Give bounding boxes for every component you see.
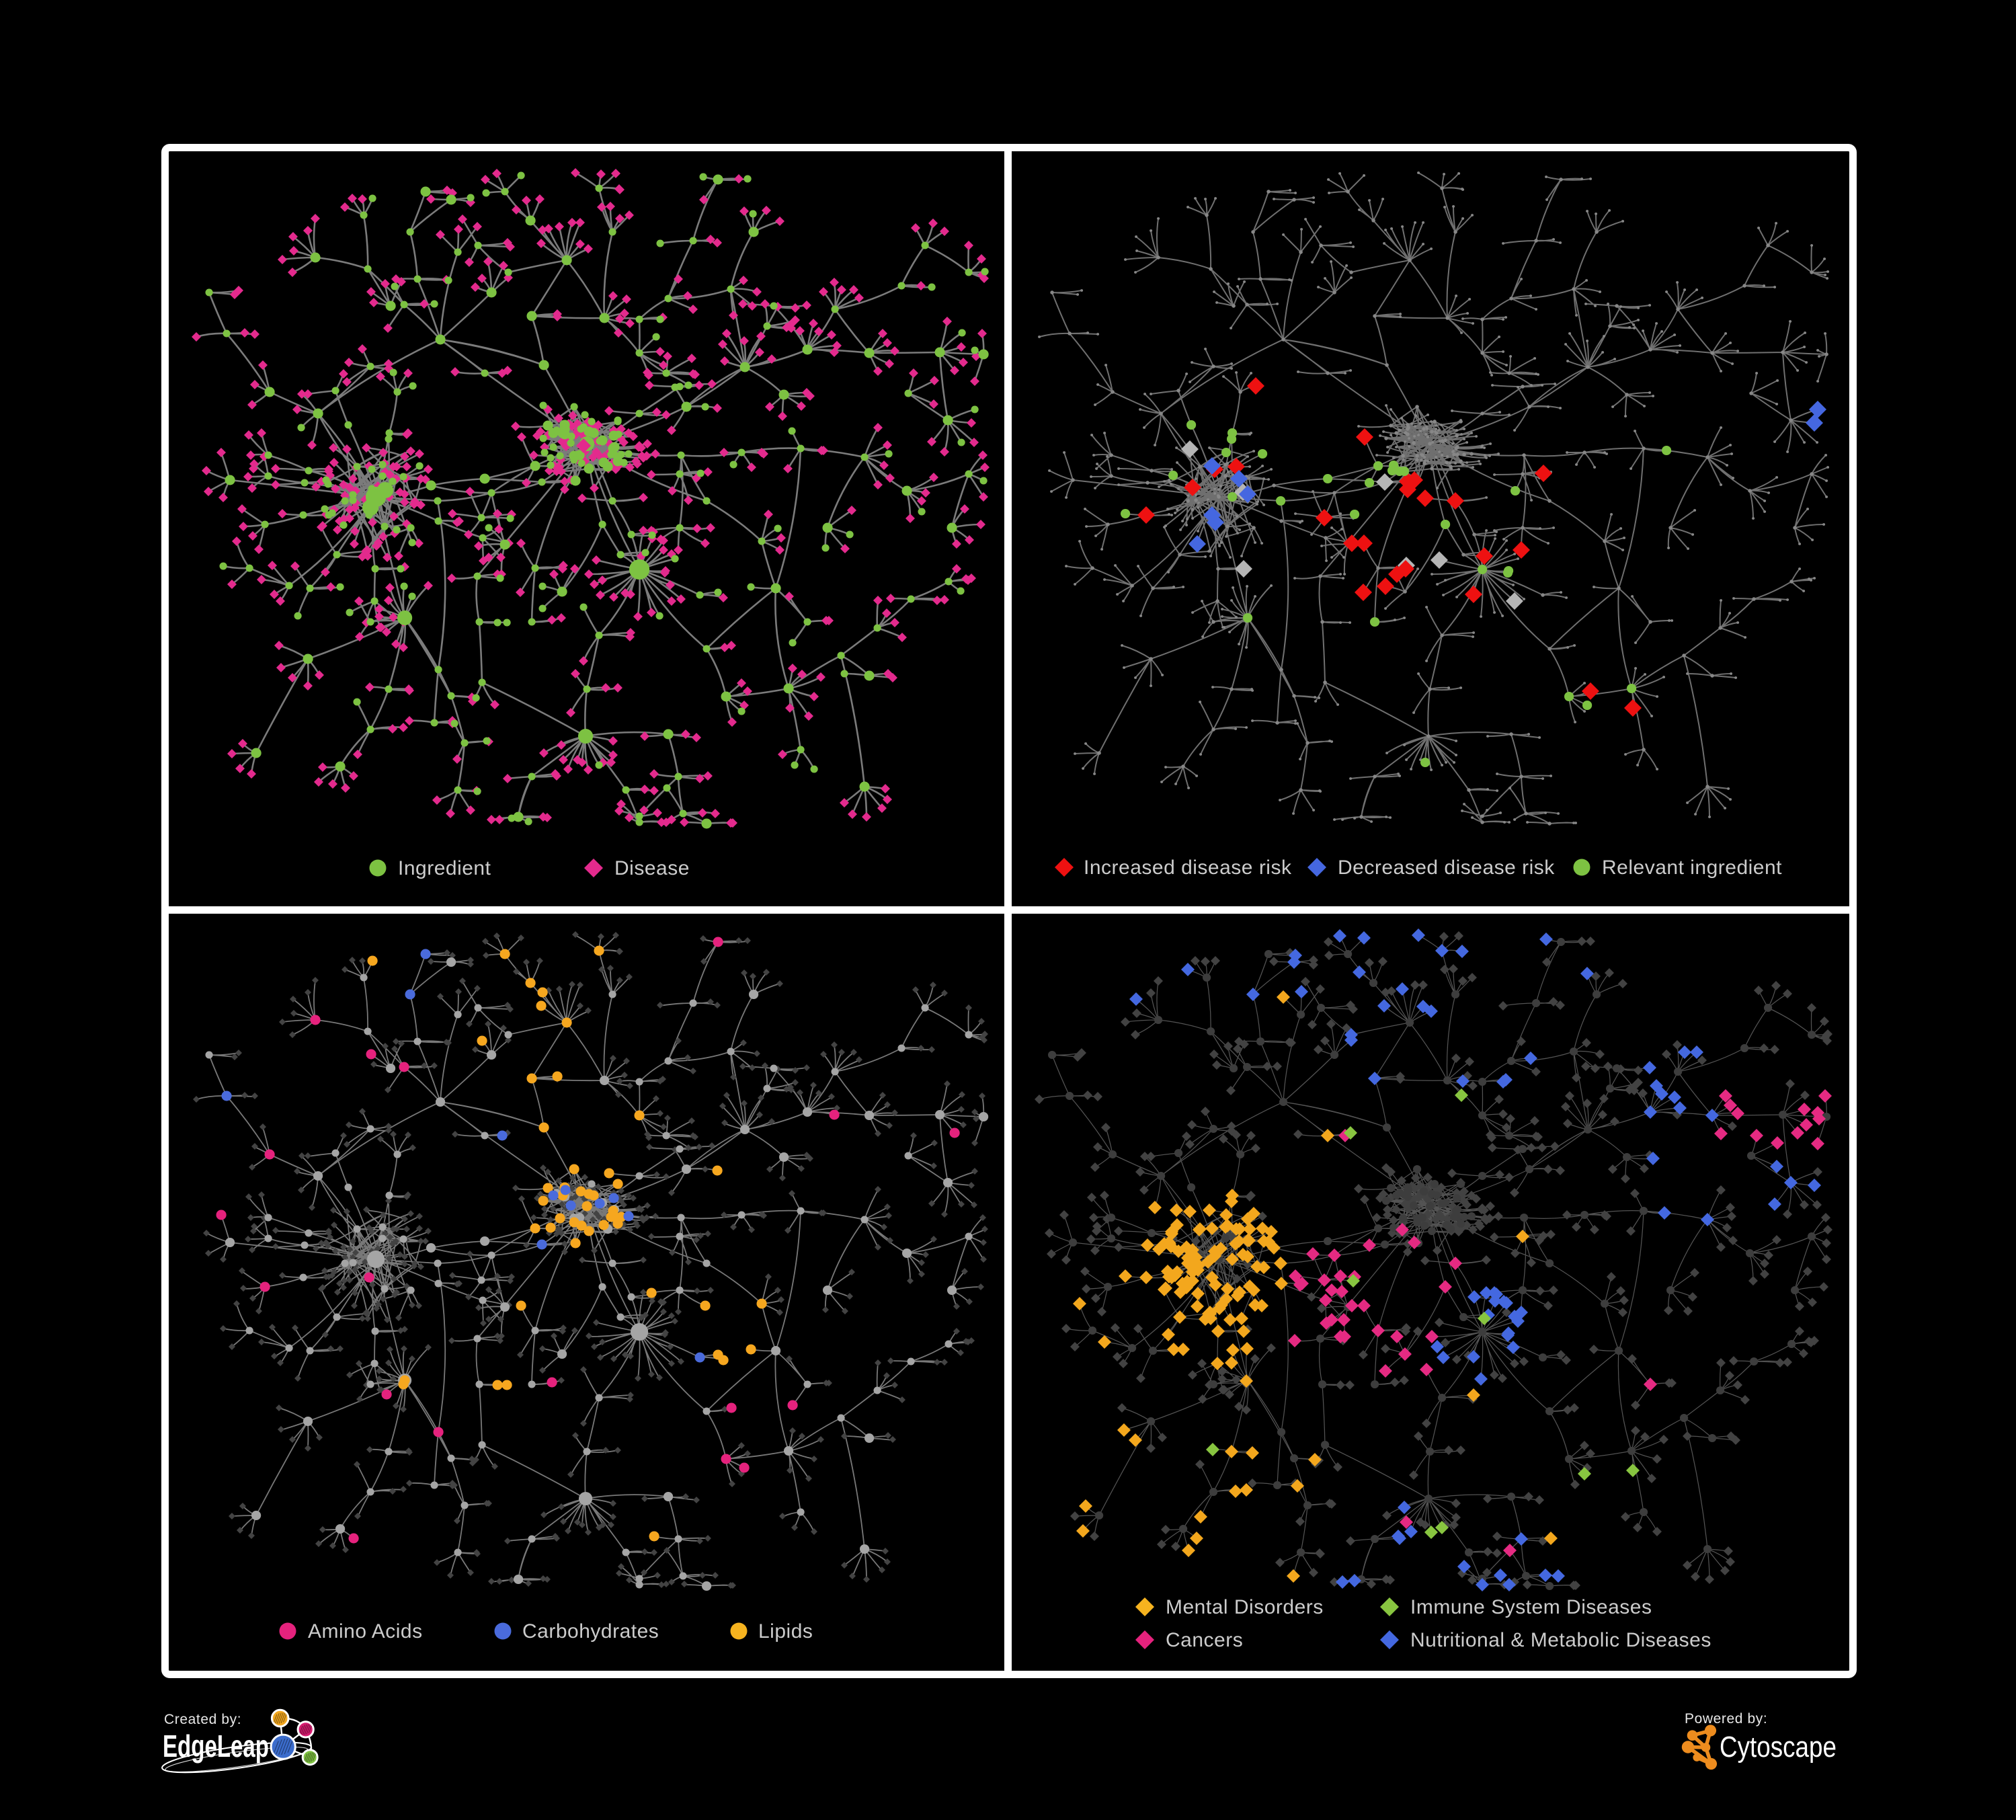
svg-text:Cancers: Cancers: [1166, 1629, 1243, 1651]
svg-text:Ingredient: Ingredient: [398, 857, 491, 879]
svg-text:Lipids: Lipids: [758, 1620, 813, 1643]
svg-text:Cytoscape: Cytoscape: [1720, 1731, 1837, 1764]
svg-text:Disease: Disease: [614, 857, 690, 879]
svg-text:Amino Acids: Amino Acids: [308, 1620, 423, 1643]
svg-text:Mental Disorders: Mental Disorders: [1166, 1596, 1324, 1618]
svg-text:Decreased disease risk: Decreased disease risk: [1338, 857, 1555, 879]
svg-text:Nutritional & Metabolic Diseas: Nutritional & Metabolic Diseases: [1410, 1629, 1711, 1651]
svg-text:EdgeLeap: EdgeLeap: [163, 1729, 269, 1764]
svg-text:Relevant ingredient: Relevant ingredient: [1602, 857, 1782, 879]
svg-text:Increased disease risk: Increased disease risk: [1084, 857, 1292, 879]
svg-text:Powered by:: Powered by:: [1685, 1711, 1767, 1727]
svg-text:Carbohydrates: Carbohydrates: [522, 1620, 659, 1643]
svg-text:Created by:: Created by:: [164, 1712, 241, 1727]
svg-text:Immune System Diseases: Immune System Diseases: [1410, 1596, 1652, 1618]
